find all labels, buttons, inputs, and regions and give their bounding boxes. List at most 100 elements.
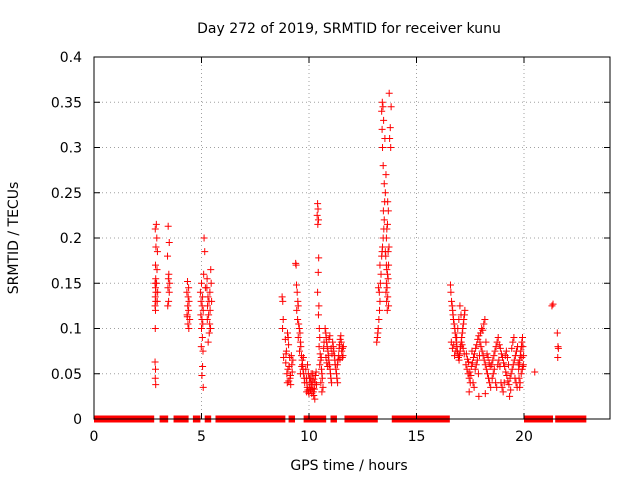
data-point <box>518 353 526 361</box>
data-point <box>500 359 508 367</box>
data-point <box>549 300 557 308</box>
data-point <box>448 297 456 305</box>
data-point <box>152 381 160 389</box>
data-point <box>321 325 329 332</box>
data-point <box>199 363 207 371</box>
data-point <box>330 347 338 355</box>
data-point <box>152 275 160 283</box>
data-point <box>295 320 303 328</box>
data-point <box>309 370 317 378</box>
data-point <box>287 352 295 360</box>
data-point <box>294 334 302 342</box>
data-point <box>503 353 511 361</box>
data-point <box>465 358 473 366</box>
data-point <box>317 379 325 387</box>
data-point <box>506 392 514 400</box>
data-point <box>324 363 332 371</box>
x-tick-label: 5 <box>197 429 206 445</box>
data-point <box>185 284 193 292</box>
data-point <box>499 388 507 396</box>
data-point <box>337 332 345 340</box>
data-point <box>488 361 496 369</box>
data-point <box>489 370 497 378</box>
data-point <box>323 343 331 351</box>
data-point <box>196 288 204 296</box>
data-point <box>184 302 192 310</box>
data-point <box>386 124 394 132</box>
data-point <box>207 266 215 274</box>
data-point <box>378 107 386 115</box>
data-point <box>151 225 159 233</box>
data-point <box>531 368 539 376</box>
data-point <box>201 248 209 256</box>
data-point <box>339 352 347 360</box>
data-point <box>314 220 322 228</box>
data-point <box>184 293 192 301</box>
data-point <box>383 225 391 233</box>
data-point <box>319 383 327 391</box>
y-tick-labels: 0 0.05 0.1 0.15 0.2 0.25 0.3 0.35 0.4 <box>51 50 82 428</box>
y-tick-label: 0.3 <box>60 141 82 157</box>
data-point <box>305 374 313 382</box>
data-point <box>284 365 292 373</box>
data-point <box>554 353 562 361</box>
y-tick-label: 0.05 <box>51 367 82 383</box>
data-point <box>303 388 311 396</box>
data-point <box>374 325 382 332</box>
data-point <box>293 288 301 296</box>
data-point <box>164 222 172 230</box>
data-point <box>494 334 502 342</box>
data-point <box>379 162 387 170</box>
data-point <box>467 363 475 371</box>
data-point <box>151 306 159 314</box>
data-point <box>482 365 490 373</box>
data-point <box>384 248 392 256</box>
y-tick-label: 0.25 <box>51 186 82 202</box>
data-point <box>478 347 486 355</box>
data-point <box>383 284 391 292</box>
data-point <box>474 370 482 378</box>
data-point <box>451 329 459 337</box>
data-point <box>208 297 216 305</box>
data-point <box>314 205 322 213</box>
data-point <box>298 363 306 371</box>
data-point <box>314 268 322 276</box>
data-point <box>383 297 391 305</box>
data-point <box>450 341 458 349</box>
data-point <box>302 365 310 373</box>
data-point <box>385 302 393 310</box>
data-point <box>297 343 305 351</box>
data-point <box>466 368 474 376</box>
data-point <box>206 306 214 314</box>
data-point <box>496 363 504 371</box>
data-point <box>378 125 386 133</box>
data-point <box>283 370 291 378</box>
data-point <box>152 243 160 251</box>
data-point <box>287 372 295 380</box>
data-point <box>314 216 322 224</box>
data-point <box>204 293 212 301</box>
data-point <box>203 275 211 283</box>
data-point <box>205 311 213 319</box>
data-point <box>336 355 344 363</box>
data-point <box>207 279 215 287</box>
data-point <box>308 390 316 398</box>
data-point <box>327 374 335 382</box>
data-point <box>387 144 395 151</box>
data-point <box>496 344 504 352</box>
data-point <box>518 338 526 346</box>
data-point <box>467 372 475 380</box>
data-point <box>199 347 207 355</box>
data-point <box>508 365 516 373</box>
data-point <box>153 234 161 242</box>
data-point <box>376 279 384 287</box>
data-point <box>279 315 287 323</box>
data-point <box>382 288 390 296</box>
data-point <box>385 243 393 251</box>
data-point <box>326 332 334 340</box>
data-point <box>481 390 489 398</box>
data-point <box>164 275 172 283</box>
data-point <box>279 325 287 332</box>
data-point <box>313 211 321 219</box>
data-point <box>199 306 207 314</box>
